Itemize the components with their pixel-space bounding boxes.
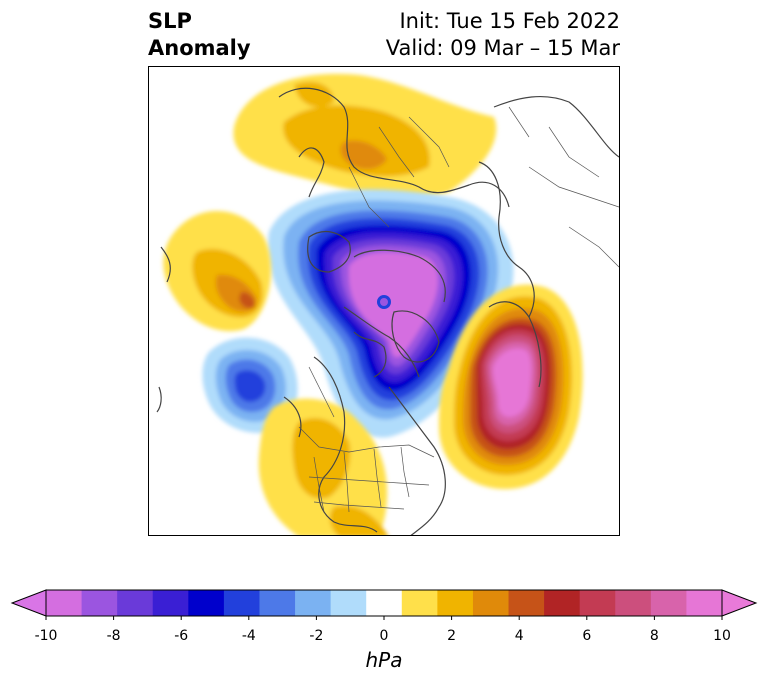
- colorbar-tick-label: -4: [241, 628, 256, 644]
- valid-dates: Valid: 09 Mar – 15 Mar: [385, 36, 620, 60]
- colorbar-segment: [81, 590, 118, 616]
- colorbar-tick-label: -10: [34, 628, 58, 644]
- colorbar-unit-label: hPa: [365, 648, 403, 672]
- map-title: SLP Anomaly: [148, 8, 251, 62]
- slp-anomaly-map: [156, 73, 619, 535]
- colorbar-segment: [223, 590, 260, 616]
- coastlines: [156, 87, 619, 535]
- map-panel: [148, 66, 620, 536]
- colorbar-segment: [295, 590, 332, 616]
- title-line-slp: SLP: [148, 9, 192, 33]
- europe-positive-anomaly: [233, 73, 497, 198]
- title-line-anomaly: Anomaly: [148, 36, 251, 60]
- colorbar: [10, 589, 758, 620]
- init-date: Init: Tue 15 Feb 2022: [399, 9, 620, 33]
- colorbar-segment: [259, 590, 296, 616]
- colorbar-segment: [330, 590, 367, 616]
- colorbar-tick-label: 2: [447, 628, 457, 644]
- colorbar-segment: [188, 590, 225, 616]
- colorbar-segment: [46, 590, 83, 616]
- colorbar-segments: [46, 590, 723, 616]
- bering-positive-anomaly: [163, 210, 272, 332]
- pole-vortex-marker: [377, 295, 391, 309]
- forecast-dates: Init: Tue 15 Feb 2022 Valid: 09 Mar – 15…: [386, 8, 620, 62]
- colorbar-segment: [152, 590, 189, 616]
- colorbar-tick-label: -6: [174, 628, 189, 644]
- colorbar-segment: [686, 590, 723, 616]
- colorbar-segment: [650, 590, 687, 616]
- colorbar-segment: [508, 590, 545, 616]
- colorbar-tick-label: 0: [379, 628, 389, 644]
- colorbar-segment: [401, 590, 438, 616]
- colorbar-segment: [579, 590, 616, 616]
- colorbar-segment: [366, 590, 403, 616]
- atlantic-positive-anomaly: [439, 284, 583, 490]
- colorbar-segment: [437, 590, 474, 616]
- colorbar-tick-label: 6: [582, 628, 592, 644]
- colorbar-segment: [117, 590, 154, 616]
- colorbar-tick-label: 8: [649, 628, 659, 644]
- political-borders: [298, 106, 619, 513]
- colorbar-segment: [544, 590, 581, 616]
- colorbar-tick-label: 10: [713, 628, 731, 644]
- arctic-negative-anomaly: [267, 189, 514, 438]
- colorbar-segment: [615, 590, 652, 616]
- colorbar-min-arrow: [10, 589, 47, 617]
- colorbar-tick-label: -2: [309, 628, 324, 644]
- colorbar-tick-label: -8: [106, 628, 121, 644]
- colorbar-tick-label: 4: [514, 628, 524, 644]
- colorbar-segment: [472, 590, 510, 616]
- colorbar-max-arrow: [721, 589, 758, 617]
